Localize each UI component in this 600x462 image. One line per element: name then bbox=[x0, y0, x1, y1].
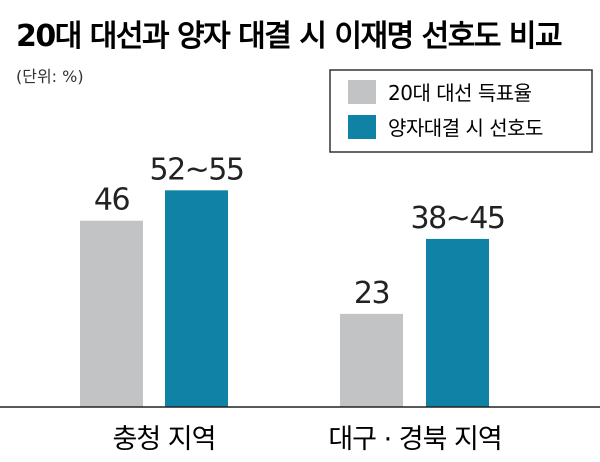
legend-swatch-blue bbox=[348, 115, 376, 139]
legend: 20대 대선 득표율 양자대결 시 선호도 bbox=[329, 69, 593, 153]
category-label-daegu-gyeongbuk: 대구 · 경북 지역 bbox=[328, 424, 501, 455]
unit-note: (단위: %) bbox=[16, 67, 84, 86]
bar-daegu-gyeongbuk-preference bbox=[426, 238, 489, 407]
value-label-daegu-gyeongbuk-vote-share: 23 bbox=[354, 276, 389, 311]
value-label-daegu-gyeongbuk-preference: 38~45 bbox=[411, 201, 505, 236]
bars: 46 52~55 23 38~45 bbox=[80, 152, 506, 407]
chart-title: 20대 대선과 양자 대결 시 이재명 선호도 비교 bbox=[16, 19, 562, 54]
bar-daegu-gyeongbuk-vote-share bbox=[340, 313, 403, 407]
legend-swatch-gray bbox=[348, 80, 376, 104]
value-label-chungcheong-preference: 52~55 bbox=[150, 152, 244, 187]
category-label-chungcheong: 충청 지역 bbox=[113, 424, 216, 455]
bar-chungcheong-preference bbox=[165, 190, 228, 407]
value-label-chungcheong-vote-share: 46 bbox=[94, 183, 130, 218]
bar-chungcheong-vote-share bbox=[80, 220, 143, 407]
legend-label-preference: 양자대결 시 선호도 bbox=[388, 116, 543, 140]
legend-label-vote-share: 20대 대선 득표율 bbox=[388, 81, 532, 105]
